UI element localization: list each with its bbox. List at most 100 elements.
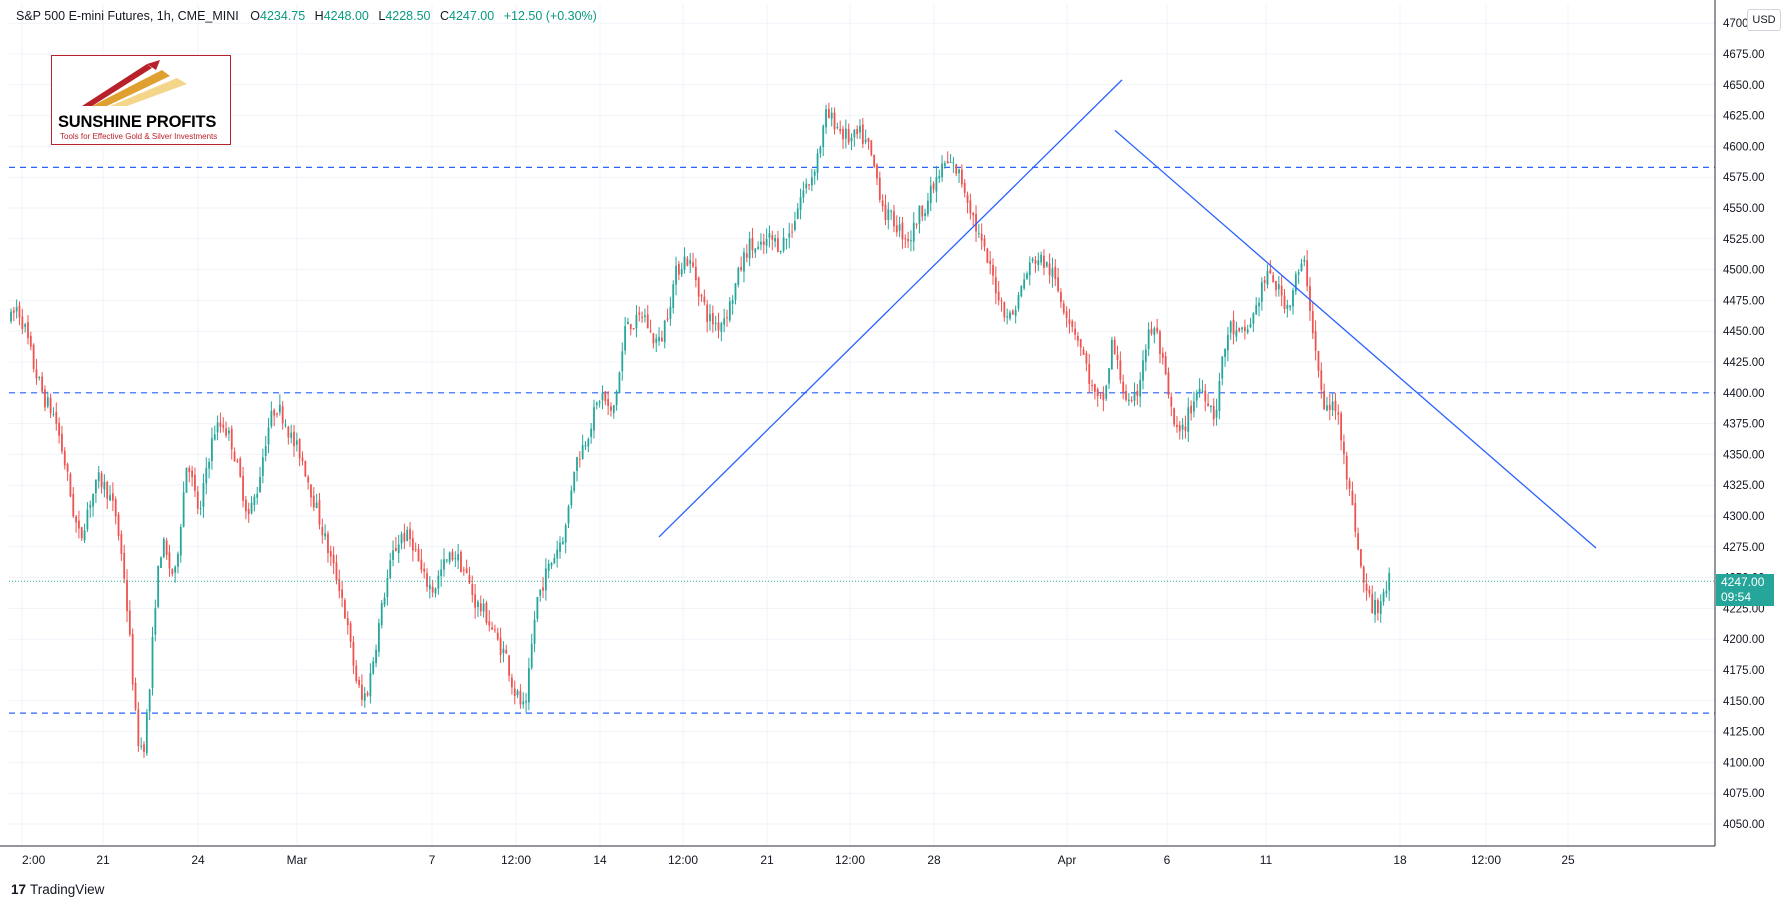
price-tick-label: 4525.00	[1723, 234, 1765, 246]
candle-body	[963, 182, 966, 194]
candle-body	[474, 594, 477, 608]
price-tick-label: 4425.00	[1723, 357, 1765, 369]
candle-body	[904, 238, 907, 240]
candle-body	[1249, 324, 1252, 328]
price-tick-label: 4625.00	[1723, 111, 1765, 123]
candle-body	[1003, 302, 1006, 318]
candle-body	[658, 336, 660, 341]
candle-body	[63, 450, 66, 466]
candle-body	[762, 241, 765, 245]
candle-body	[893, 211, 895, 227]
candle-body	[494, 629, 496, 631]
candle-body	[253, 496, 256, 505]
candle-body	[850, 137, 853, 142]
candle-body	[1238, 327, 1241, 331]
candle-body	[618, 372, 621, 394]
candle-body	[751, 237, 754, 251]
candle-body	[737, 267, 740, 285]
candle-body	[601, 392, 604, 401]
candle-body	[1241, 327, 1243, 330]
candle-body	[547, 563, 550, 571]
candle-body	[1255, 305, 1258, 315]
candle-body	[740, 267, 743, 271]
candle-body	[624, 326, 627, 351]
candle-body	[27, 322, 29, 338]
candle-body	[530, 643, 533, 668]
candlestick-series	[10, 102, 1391, 758]
tradingview-logo-icon: 17	[11, 882, 27, 897]
candle-body	[856, 128, 859, 135]
last-price-badge: 4247.00 09:54	[1716, 574, 1774, 606]
candle-body	[1215, 409, 1218, 418]
candle-body	[434, 588, 437, 594]
candle-body	[1181, 424, 1184, 430]
candle-body	[154, 608, 157, 635]
candle-body	[414, 548, 417, 550]
candle-body	[89, 504, 92, 508]
candle-body	[542, 587, 544, 591]
candle-body	[1108, 368, 1110, 384]
candle-body	[191, 470, 194, 478]
candle-body	[935, 177, 938, 192]
candle-body	[1235, 330, 1238, 337]
candle-body	[830, 112, 833, 119]
candle-body	[969, 200, 972, 214]
candle-body	[145, 712, 148, 754]
candle-body	[994, 277, 997, 294]
candle-body	[1043, 255, 1045, 268]
candle-body	[400, 534, 403, 544]
candle-body	[219, 422, 222, 427]
candle-body	[1028, 262, 1031, 276]
candle-body	[1337, 412, 1340, 415]
tradingview-branding[interactable]: 17 TradingView	[11, 882, 104, 897]
candle-body	[672, 284, 675, 308]
candle-body	[244, 499, 247, 512]
candle-body	[748, 238, 751, 259]
candle-body	[55, 411, 58, 424]
candle-body	[239, 458, 242, 477]
candle-body	[774, 238, 776, 242]
candle-body	[318, 500, 321, 525]
candle-body	[901, 222, 904, 240]
uptrend-line	[658, 79, 1123, 538]
candle-body	[895, 225, 898, 233]
candle-body	[454, 558, 457, 560]
candle-body	[137, 709, 140, 747]
candle-body	[1051, 268, 1054, 278]
candle-body	[1300, 263, 1303, 272]
candle-body	[706, 304, 709, 322]
candle-body	[822, 125, 825, 147]
sunshine-profits-logo: SUNSHINE PROFITS Tools for Effective Gol…	[51, 55, 231, 145]
candle-body	[663, 320, 666, 343]
candle-body	[287, 426, 290, 438]
candle-body	[960, 169, 963, 185]
time-tick-label: 12:00	[668, 853, 698, 867]
candle-body	[677, 263, 680, 275]
candle-body	[1159, 331, 1161, 354]
candle-body	[270, 410, 273, 427]
candle-body	[1275, 280, 1277, 290]
chart-grid	[9, 4, 1715, 846]
time-axis[interactable]: 2:00 21 24 Mar 7 12:00 14 12:00 21 12:00 28 Apr 6 11 1…	[0, 845, 1715, 867]
candle-body	[550, 562, 553, 566]
candle-body	[1110, 339, 1113, 370]
candle-body	[1385, 590, 1388, 594]
time-tick-label: 12:00	[501, 853, 531, 867]
candle-body	[952, 162, 955, 164]
candle-body	[836, 126, 839, 128]
price-tick-label: 4650.00	[1723, 80, 1765, 92]
currency-button[interactable]: USD	[1747, 9, 1781, 31]
candle-body	[457, 554, 460, 561]
candle-body	[298, 438, 301, 459]
candle-body	[638, 312, 641, 315]
price-tick-label: 4100.00	[1723, 757, 1765, 769]
candle-body	[1096, 389, 1099, 397]
candle-body	[80, 527, 83, 539]
candle-body	[225, 428, 227, 436]
candle-body	[389, 560, 392, 578]
candle-body	[570, 490, 573, 506]
candle-body	[975, 213, 977, 232]
candle-body	[1362, 566, 1365, 583]
candle-body	[485, 602, 488, 623]
